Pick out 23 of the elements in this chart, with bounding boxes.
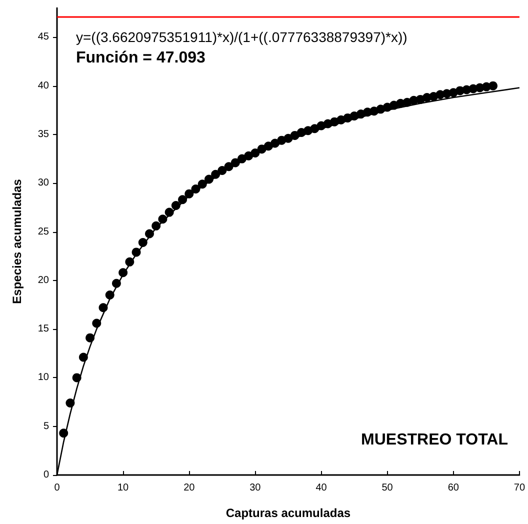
y-tick-label: 25 [38, 226, 50, 238]
y-axis-title: Especies acumuladas [10, 178, 24, 304]
x-tick-label: 50 [382, 482, 394, 494]
x-tick-label: 10 [118, 482, 130, 494]
x-tick-label: 20 [184, 482, 196, 494]
y-tick-label: 15 [38, 324, 50, 335]
annotation: y=((3.6620975351911)*x)/(1+((.07776338879397)*x)) [76, 29, 408, 45]
x-tick-label: 0 [54, 482, 60, 494]
y-tick-label: 5 [43, 420, 50, 432]
y-tick-label: 45 [38, 32, 50, 43]
y-tick-label: 0 [43, 470, 50, 480]
annotation: Función = 47.093 [76, 50, 206, 66]
y-tick-label: 35 [38, 128, 50, 140]
y-tick-label: 40 [38, 80, 50, 92]
y-tick-label: 30 [38, 178, 50, 189]
annotation: MUESTREO TOTAL [361, 432, 508, 448]
y-tick-label: 10 [38, 372, 50, 384]
x-axis-title: Capturas acumuladas [226, 506, 351, 520]
y-tick-label: 20 [38, 274, 50, 286]
x-tick-label: 60 [448, 482, 460, 494]
x-tick-label: 30 [250, 482, 262, 494]
x-tick-label: 40 [316, 482, 328, 494]
x-tick-label: 70 [514, 482, 526, 494]
